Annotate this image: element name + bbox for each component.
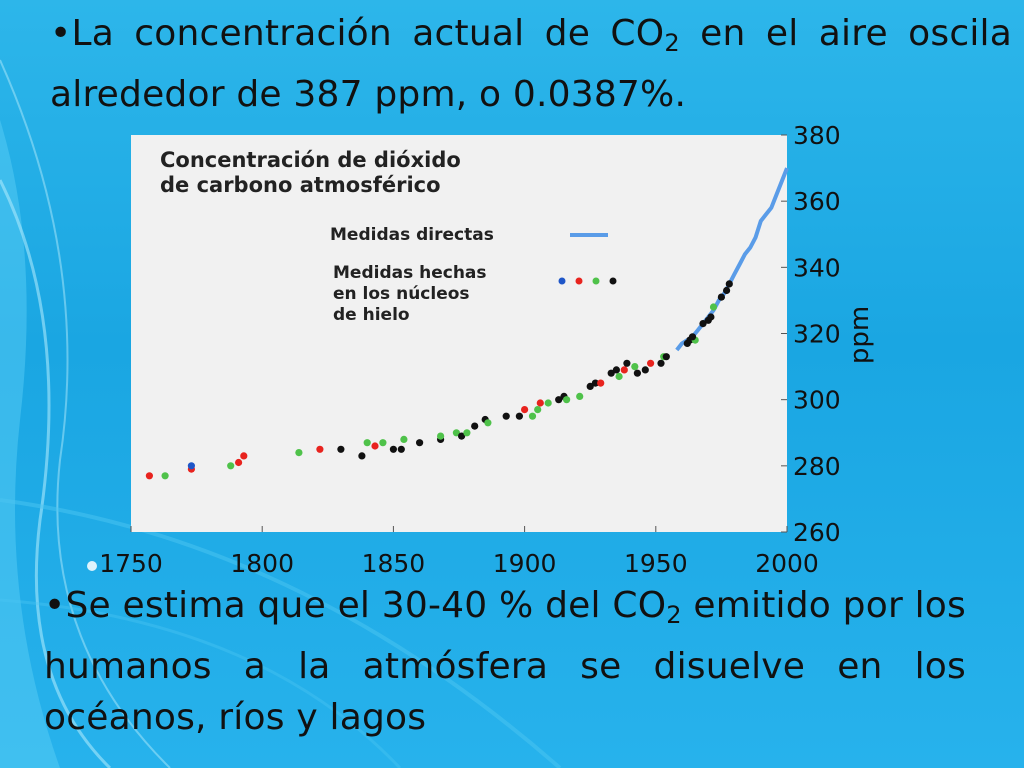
ice-core-point <box>534 406 542 414</box>
y-tick-label: 260 <box>793 518 841 547</box>
ice-core-point <box>528 412 537 420</box>
legend: Medidas directas Medidas hechas en los n… <box>330 225 617 325</box>
ice-core-point <box>397 445 405 453</box>
series-ice-core-points <box>145 280 733 480</box>
ice-core-point <box>657 359 665 367</box>
bullet-marker: • <box>50 13 72 54</box>
y-tick-label: 280 <box>793 452 841 481</box>
ice-core-point <box>484 419 492 427</box>
ice-core-point <box>337 445 345 453</box>
ice-core-point <box>235 458 243 467</box>
ice-core-point <box>187 462 195 470</box>
ice-core-point <box>607 369 615 377</box>
y-axis-label: ppm <box>845 306 875 364</box>
x-tick-label: 2000 <box>755 549 819 578</box>
ice-core-point <box>597 379 605 387</box>
bullet-marker: • <box>44 585 66 626</box>
ice-core-point <box>662 353 670 361</box>
ice-core-point <box>161 472 169 480</box>
ice-core-point <box>416 439 424 447</box>
ice-core-point <box>647 359 655 367</box>
y-tick-label: 300 <box>793 386 841 415</box>
bullet-co2-dissolution: •Se estima que el 30-40 % del CO2 emitid… <box>44 580 966 743</box>
ice-core-point <box>400 435 408 443</box>
ice-core-point <box>725 280 733 288</box>
legend-direct-label: Medidas directas <box>330 225 494 245</box>
plot-area <box>131 135 787 532</box>
ice-core-point <box>723 286 731 295</box>
ice-core-point <box>227 462 235 470</box>
x-tick-label: 1850 <box>362 549 426 578</box>
ice-core-point <box>591 379 600 387</box>
subscript: 2 <box>666 601 682 629</box>
ice-core-point <box>620 366 628 374</box>
chart-title-line1: Concentración de dióxido <box>160 148 461 172</box>
legend-swatch-black <box>609 277 617 285</box>
ice-core-point <box>389 445 397 453</box>
ice-core-point <box>536 399 544 407</box>
ice-core-point <box>379 439 387 447</box>
ice-core-point <box>586 382 594 390</box>
legend-swatch-red <box>575 277 583 285</box>
ice-core-point <box>707 313 715 321</box>
ice-core-point <box>437 432 445 440</box>
ice-core-point <box>458 432 466 440</box>
ice-core-point <box>452 429 460 437</box>
ice-core-point <box>699 320 707 328</box>
y-tick-label: 320 <box>793 320 841 349</box>
bullet-co2-concentration: •La concentración actual de CO2 en el ai… <box>50 8 1012 120</box>
chart-title-line2: de carbono atmosférico <box>160 173 441 197</box>
x-tick-label: 1900 <box>493 549 557 578</box>
ice-core-point <box>145 472 153 480</box>
ice-core-point <box>295 449 303 457</box>
ice-core-point <box>641 366 649 374</box>
ice-core-point <box>688 333 697 341</box>
ice-core-point <box>471 422 479 430</box>
legend-swatch-green <box>592 277 600 285</box>
ice-core-point <box>316 445 324 453</box>
ice-core-point <box>502 412 510 420</box>
bullet-text: emitido por los humanos a la atmósfera s… <box>44 585 966 738</box>
ice-core-point <box>363 439 371 447</box>
ice-core-point <box>563 396 571 404</box>
x-tick-label: 1750 <box>99 549 163 578</box>
x-tick-labels: 1750 1800 1850 1900 1950 2000 <box>99 549 819 578</box>
ice-core-point <box>633 369 642 377</box>
ice-core-point <box>709 303 718 311</box>
ice-core-point <box>631 363 639 371</box>
ice-core-point <box>717 293 726 301</box>
bullet-text: La concentración actual de CO <box>71 13 665 54</box>
ice-core-point <box>615 372 623 381</box>
y-tick-label: 360 <box>793 187 841 216</box>
ice-core-point <box>521 406 529 414</box>
subscript: 2 <box>664 29 680 57</box>
x-tick-label: 1800 <box>230 549 294 578</box>
y-tick-label: 380 <box>793 121 841 150</box>
y-tick-labels: 260 280 300 320 340 360 380 <box>793 121 841 547</box>
bullet-text: en el aire oscila alrededor de 387 ppm, … <box>50 13 1012 115</box>
y-tick-label: 340 <box>793 253 841 282</box>
ice-core-point <box>463 429 471 437</box>
ice-core-point <box>240 452 248 460</box>
ice-core-point <box>623 359 631 367</box>
bullet-text: Se estima que el 30-40 % del CO <box>65 585 667 626</box>
series-direct-line <box>675 167 789 352</box>
ice-core-point <box>371 442 379 450</box>
chart-ticks <box>130 134 788 533</box>
ice-core-point <box>612 366 621 374</box>
legend-ice-line3: de hielo <box>333 305 410 325</box>
ice-core-point <box>358 452 366 460</box>
legend-ice-line2: en los núcleos <box>333 284 470 304</box>
ice-core-point <box>544 399 552 407</box>
legend-ice-line1: Medidas hechas <box>333 263 487 283</box>
ice-core-point <box>576 392 584 400</box>
ice-core-point <box>515 412 524 420</box>
ice-core-point <box>555 396 563 404</box>
legend-swatch-blue <box>558 277 566 285</box>
x-tick-label: 1950 <box>624 549 688 578</box>
